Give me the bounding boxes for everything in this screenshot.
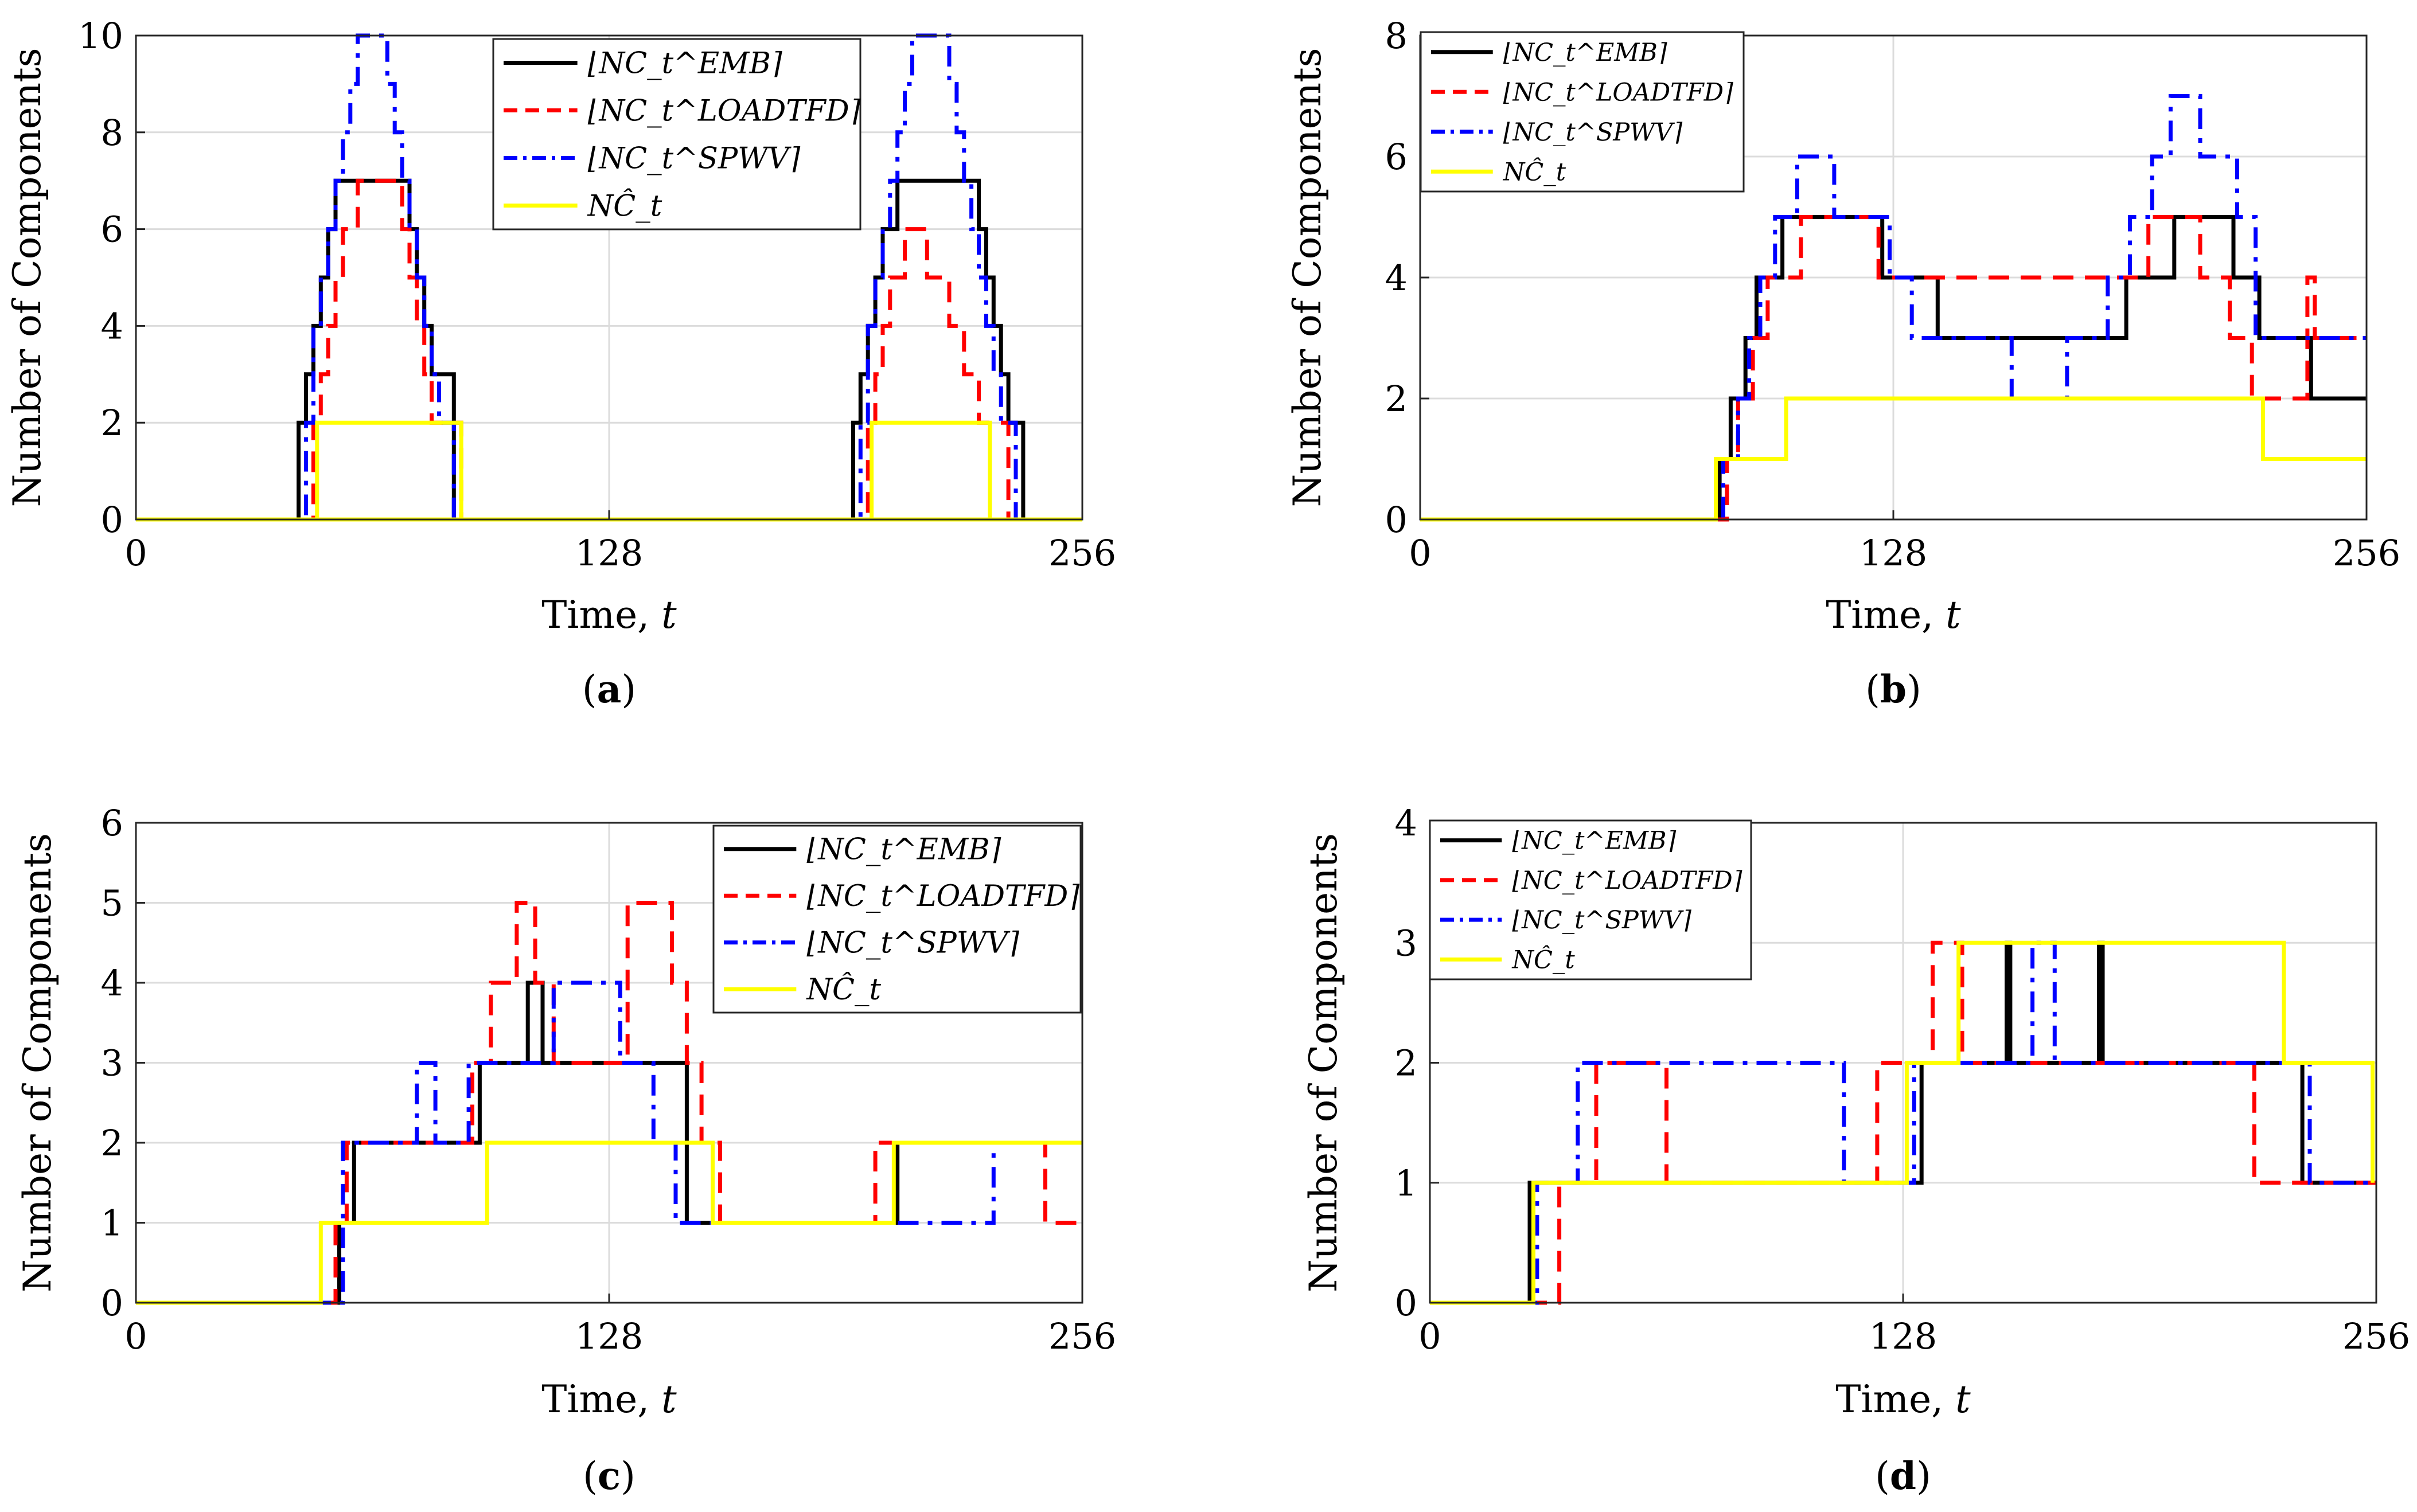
x-tick-label: 128 <box>1859 532 1927 574</box>
y-tick-label: 2 <box>101 402 123 444</box>
series-spwv-line <box>1420 94 2367 522</box>
legend-label: ⌊NC_t^EMB⌉ <box>588 46 782 80</box>
y-tick-label: 2 <box>101 1122 123 1164</box>
panel-c: 0 128 256 0 1 2 3 4 5 6 Time, t Number of Component… <box>15 802 1116 1498</box>
y-tick-label: 0 <box>101 499 123 541</box>
y-tick-label: 4 <box>1385 257 1408 299</box>
x-tick-label: 256 <box>1048 1315 1116 1357</box>
x-tick-label: 256 <box>1048 532 1116 574</box>
x-tick-label: 0 <box>1409 532 1431 574</box>
legend-label: ⌊NC_t^LOADTFD⌉ <box>1512 866 1742 895</box>
y-tick-label: 8 <box>1385 15 1408 57</box>
panel-caption: (c) <box>583 1454 636 1498</box>
legend-label: ⌊NC_t^SPWV⌉ <box>1512 906 1691 935</box>
y-tick-label: 5 <box>101 882 123 924</box>
series-spwv-line <box>136 33 1082 522</box>
panel-b: 0 128 256 0 2 4 6 8 Time, t Number of Components (… <box>1285 15 2400 712</box>
series-nc-estimate-line <box>1420 396 2367 522</box>
legend-label: NĈ_t <box>1503 157 1566 186</box>
y-tick-label: 2 <box>1395 1042 1417 1084</box>
legend-box <box>1420 31 1745 193</box>
y-axis-label: Number of Components <box>15 833 60 1292</box>
y-tick-label: 6 <box>101 209 123 251</box>
panel-caption: (a) <box>582 667 636 712</box>
y-tick-label: 10 <box>78 15 123 57</box>
y-tick-label: 0 <box>101 1282 123 1324</box>
legend-box <box>1429 819 1752 980</box>
legend-box <box>712 825 1082 1014</box>
y-tick-label: 2 <box>1385 378 1408 420</box>
x-tick-label: 128 <box>575 532 643 574</box>
legend-label: NĈ_t <box>1511 945 1575 974</box>
panel-caption: (b) <box>1865 667 1921 712</box>
y-tick-label: 1 <box>1395 1162 1417 1204</box>
y-tick-label: 1 <box>101 1202 123 1244</box>
y-tick-label: 6 <box>101 802 123 844</box>
legend-label: ⌊NC_t^LOADTFD⌉ <box>806 880 1079 913</box>
legend-box <box>492 38 861 230</box>
y-tick-label: 4 <box>101 962 123 1004</box>
panel-a: 0 128 256 0 2 4 6 8 10 Time, t Number of Component… <box>5 15 1116 712</box>
x-axis-label: Time, t <box>541 1377 677 1421</box>
x-tick-label: 128 <box>1869 1315 1937 1357</box>
y-axis-label: Number of Components <box>1301 833 1346 1292</box>
legend-label: ⌊NC_t^SPWV⌉ <box>588 142 801 175</box>
x-tick-label: 0 <box>124 1315 147 1357</box>
series-nc-estimate-line <box>136 1140 1082 1305</box>
x-tick-label: 0 <box>124 532 147 574</box>
x-axis-label: Time, t <box>1826 593 1961 637</box>
y-tick-label: 6 <box>1385 136 1408 178</box>
y-tick-label: 8 <box>101 112 123 154</box>
x-axis-label: Time, t <box>1835 1377 1971 1421</box>
series-nc-estimate-line <box>1430 940 2375 1305</box>
legend-label: NĈ_t <box>587 189 662 223</box>
x-axis-label: Time, t <box>541 593 677 637</box>
legend-label: ⌊NC_t^SPWV⌉ <box>1503 118 1683 147</box>
x-tick-label: 256 <box>2342 1315 2410 1357</box>
panel-d: 0 128 256 0 1 2 3 4 Time, t Number of Components (… <box>1301 802 2410 1498</box>
legend-label: ⌊NC_t^EMB⌉ <box>806 833 1001 867</box>
x-tick-label: 256 <box>2333 532 2400 574</box>
y-tick-label: 4 <box>101 305 123 347</box>
legend-label: ⌊NC_t^EMB⌉ <box>1503 38 1667 67</box>
y-axis-label: Number of Components <box>1285 48 1330 507</box>
legend-label: ⌊NC_t^EMB⌉ <box>1512 827 1676 855</box>
y-axis-label: Number of Components <box>5 48 49 507</box>
y-tick-label: 3 <box>1395 922 1417 964</box>
y-tick-label: 4 <box>1395 802 1417 844</box>
legend-label: NĈ_t <box>805 972 881 1007</box>
legend-label: ⌊NC_t^LOADTFD⌉ <box>1503 78 1733 107</box>
x-tick-label: 0 <box>1418 1315 1441 1357</box>
y-tick-label: 3 <box>101 1042 123 1084</box>
x-tick-label: 128 <box>575 1315 643 1357</box>
y-tick-label: 0 <box>1385 499 1408 541</box>
legend-label: ⌊NC_t^LOADTFD⌉ <box>588 94 861 128</box>
y-tick-label: 0 <box>1395 1282 1417 1324</box>
panel-caption: (d) <box>1875 1454 1931 1498</box>
legend-label: ⌊NC_t^SPWV⌉ <box>806 927 1019 960</box>
